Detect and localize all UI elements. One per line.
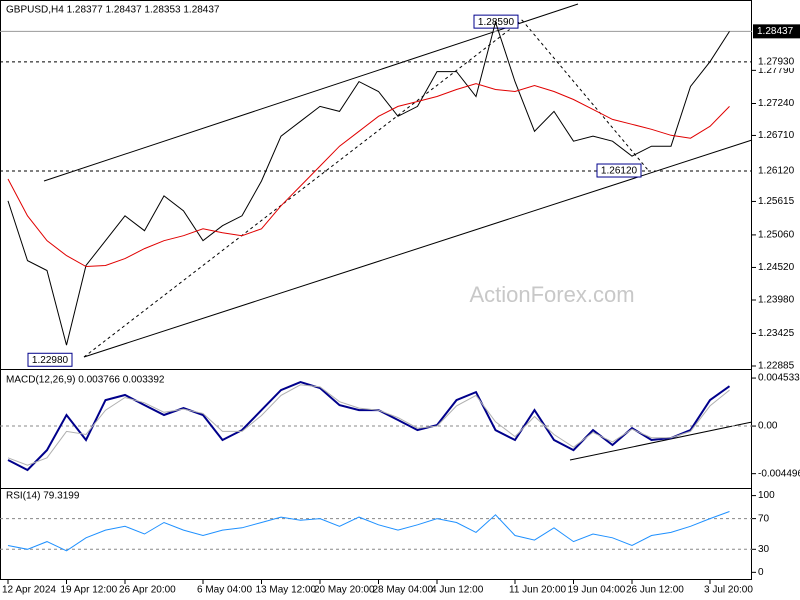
y-tick-label: -0.004496 (758, 468, 800, 479)
y-tick-label: 1.22885 (758, 361, 795, 372)
level-label-bg (753, 165, 800, 178)
y-tick-label: 70 (758, 513, 770, 524)
y-tick-label: 1.26710 (758, 130, 795, 141)
y-tick-label: 0.004533 (758, 373, 800, 384)
y-tick-label: 1.27240 (758, 98, 795, 109)
y-tick-label: 100 (758, 490, 775, 501)
chart-title: GBPUSD,H4 1.28377 1.28437 1.28353 1.2843… (6, 5, 220, 16)
x-tick-label: 4 Jun 12:00 (431, 585, 484, 596)
x-tick-label: 12 Apr 2024 (2, 585, 56, 596)
series-line (7, 83, 730, 268)
annotation-box (596, 163, 642, 178)
annotation-label: 1.22980 (32, 355, 69, 366)
y-tick-label: 0.00 (758, 421, 778, 432)
x-tick-label: 3 Jul 20:00 (704, 585, 753, 596)
x-tick-label: 11 Jun 20:00 (509, 585, 567, 596)
panel-title: MACD(12,26,9) 0.003766 0.003392 (6, 375, 165, 386)
series-line (7, 381, 731, 472)
last-price-box (753, 24, 800, 39)
y-tick-label: 1.23425 (758, 328, 795, 339)
annotation-box (27, 352, 73, 367)
swing-line (83, 19, 523, 358)
channel-upper (43, 3, 579, 182)
series-line (7, 20, 730, 346)
x-tick-label: 20 May 20:00 (314, 585, 375, 596)
level-label: 1.26120 (758, 166, 795, 177)
x-tick-label: 13 May 12:00 (256, 585, 317, 596)
y-tick-label: 1.27790 (758, 65, 795, 76)
last-price-label: 1.28437 (757, 26, 794, 37)
y-tick-label: 0 (758, 567, 764, 578)
annotation-box (473, 14, 519, 29)
x-tick-label: 26 Apr 20:00 (119, 585, 176, 596)
y-tick-label: 1.24520 (758, 262, 795, 273)
level-label-bg (753, 55, 800, 68)
annotation-label: 1.28590 (478, 17, 515, 28)
y-tick-label: 1.25615 (758, 196, 795, 207)
watermark: ActionForex.com (469, 282, 634, 307)
level-label: 1.27930 (758, 57, 795, 68)
series-line (7, 384, 730, 466)
x-tick-label: 19 Jun 04:00 (568, 585, 626, 596)
swing-line (521, 19, 649, 171)
x-tick-label: 19 Apr 12:00 (61, 585, 118, 596)
panel-title: RSI(14) 79.3199 (6, 491, 80, 502)
x-tick-label: 28 May 04:00 (373, 585, 434, 596)
macd-trendline (569, 421, 753, 461)
annotation-label: 1.26120 (601, 166, 638, 177)
x-tick-label: 6 May 04:00 (197, 585, 252, 596)
plot-frame (0, 0, 752, 580)
y-tick-label: 1.23980 (758, 295, 795, 306)
y-tick-label: 1.25060 (758, 230, 795, 241)
series-line (7, 511, 730, 552)
y-tick-label: 30 (758, 544, 770, 555)
x-tick-label: 26 Jun 12:00 (626, 585, 684, 596)
channel-lower (83, 139, 753, 358)
